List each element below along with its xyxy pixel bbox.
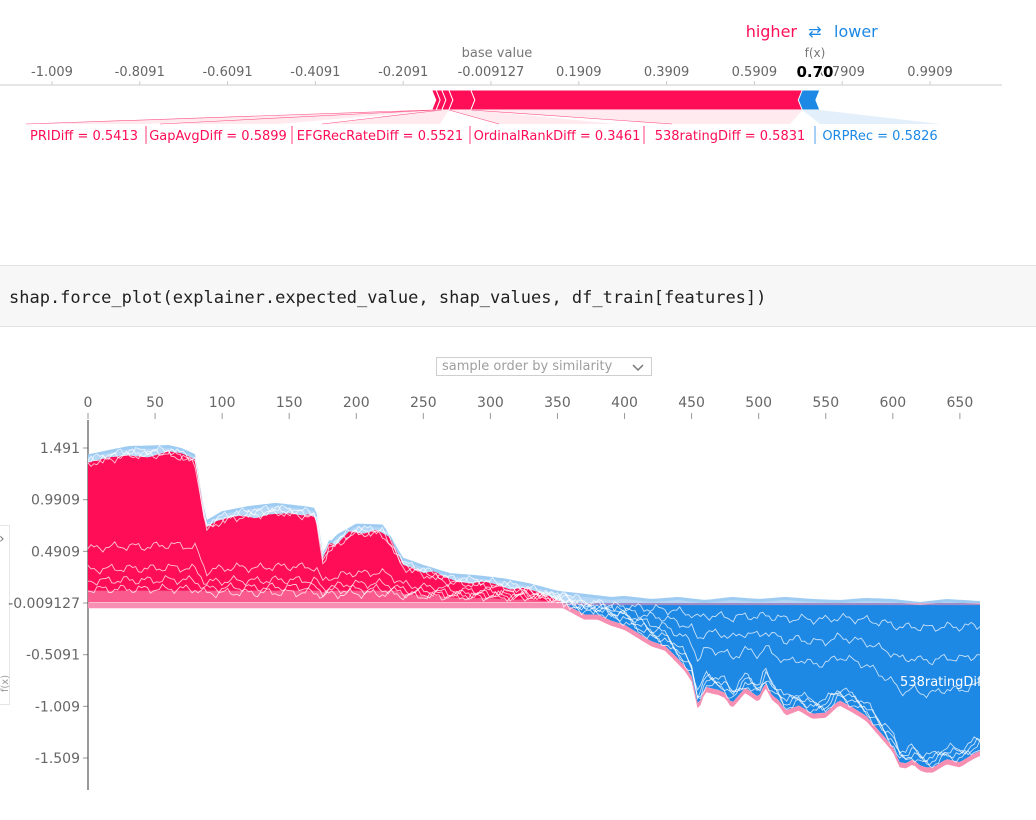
stacked-areas [87,445,981,773]
ordering-selected-value: sample order by similarity [442,359,613,374]
x-tick-label: 150 [276,395,303,411]
force-tick-label: 0.1909 [556,65,602,80]
feature-boundary-line [88,574,981,763]
force-bars [24,89,940,125]
y-tick-label: 1.491 [40,441,80,457]
force-link-line [321,109,442,125]
feature-label-OrdinalRankDiff: OrdinalRankDiff = 0.3461 [474,129,641,144]
x-tick-label: 400 [611,395,638,411]
y-axis-selector[interactable]: › f(x) [0,525,11,705]
x-tick-label: 550 [812,395,839,411]
force-tick-label: -1.009 [31,65,73,80]
positive-minor-area [88,590,980,606]
force-tick-label: 0.3909 [644,65,690,80]
force-tick-label: 0.7909 [819,65,865,80]
x-tick-label: 300 [477,395,504,411]
force-segment-ORPRec [797,89,821,111]
output-value: 0.70 [796,63,833,81]
force-tick-label: -0.009127 [458,65,525,80]
feature-label-538ratingDiff: 538ratingDiff = 0.5831 [655,129,806,144]
force-link-OrdinalRankDiff [448,110,617,124]
chevron-right-icon: › [0,531,5,547]
code-cell[interactable]: shap.force_plot(explainer.expected_value… [0,265,1036,327]
force-axis-ticks: -1.009 -0.8091 -0.6091 -0.4091 -0.2091 -0.009… [31,65,953,85]
force-link-line [448,109,500,125]
force-link-line [25,109,432,125]
ordering-dropdown[interactable]: sample order by similarity [436,357,652,376]
feature-label-EFGRecRateDiff: EFGRecRateDiff = 0.5521 [297,129,463,144]
feature-label-PRIDiff: PRIDiff = 0.5413 [30,129,138,144]
x-tick-label: 50 [146,395,164,411]
feature-boundary-line [87,563,981,766]
y-tick-label: 0.4909 [31,544,80,560]
stacked-force-plot: 0 50 100 150 200 250 300 350 400 450 500 550 600 650 … [8,395,987,790]
legend-higher-label: higher [746,22,798,41]
force-tick-label: 0.5909 [732,65,778,80]
force-link-538ratingDiff [470,110,803,124]
chevron-down-icon [632,364,644,372]
code-text: shap.force_plot(explainer.expected_value… [9,288,767,308]
x-tick-label: 0 [84,395,93,411]
force-tick-label: -0.2091 [378,65,428,80]
fx-label: f(x) [805,46,826,60]
feature-annotation: 538ratingDiff [900,675,987,690]
feature-boundary-line [87,449,981,699]
x-tick-label: 250 [410,395,437,411]
force-segment-OrdinalRankDiff [448,89,476,111]
positive-area [88,451,562,602]
y-tick-label: -1.009 [35,699,80,715]
force-tick-label: 0.9909 [907,65,953,80]
feature-boundary-line [87,448,981,666]
negative-area [88,603,980,768]
force-tick-label: -0.4091 [290,65,340,80]
x-tick-label: 600 [879,395,906,411]
swap-arrows-icon: ⇄ [808,22,821,41]
force-tick-label: -0.8091 [115,65,165,80]
x-tick-label: 200 [343,395,370,411]
force-link-line [159,109,437,125]
x-tick-label: 650 [947,395,974,411]
base-value-label: base value [462,46,533,61]
x-axis-ticks: 0 50 100 150 200 250 300 350 400 450 500 550 600 650 [84,395,974,419]
feature-boundary-line [87,541,981,769]
feature-boundary-line [87,445,981,632]
y-tick-label: -0.009127 [8,596,80,612]
x-tick-label: 500 [745,395,772,411]
y-axis-ticks: 1.491 0.9909 0.4909 -0.009127 -0.5091 -1.009 -… [8,441,88,767]
legend-lower-label: lower [834,22,878,41]
feature-label-ORPRec: ORPRec = 0.5826 [822,129,937,144]
feature-label-GapAvgDiff: GapAvgDiff = 0.5899 [149,129,287,144]
x-tick-label: 350 [544,395,571,411]
y-tick-label: 0.9909 [31,493,80,509]
legend: higher ⇄ lower [746,22,878,41]
force-segment-538ratingDiff [470,89,807,111]
force-link-ORPRec [802,110,940,124]
x-tick-label: 100 [209,395,236,411]
force-tick-label: -0.6091 [202,65,252,80]
y-tick-label: -1.509 [35,751,80,767]
feature-labels: PRIDiff = 0.5413 GapAvgDiff = 0.5899 EFGRe… [30,126,938,144]
force-link-line [470,109,673,125]
single-force-plot: higher ⇄ lower base value f(x) -1.009 -0.… [0,22,1002,144]
x-tick-label: 450 [678,395,705,411]
y-tick-label: -0.5091 [26,648,80,664]
